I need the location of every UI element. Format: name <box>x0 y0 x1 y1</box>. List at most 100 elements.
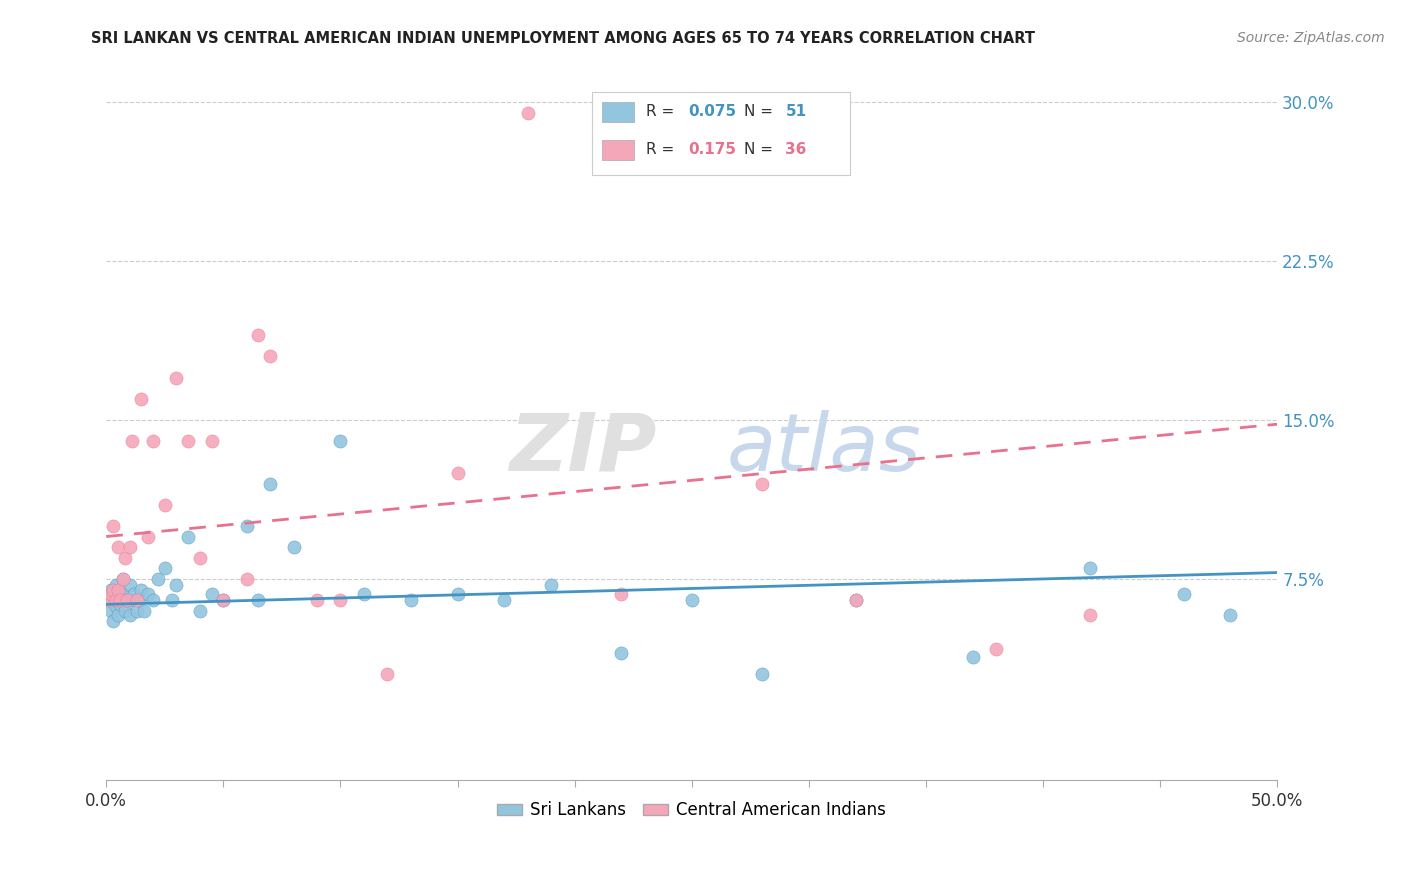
Point <box>138 587 160 601</box>
Point <box>540 578 562 592</box>
Point <box>1219 607 1241 622</box>
Point <box>375 667 398 681</box>
Point <box>166 578 188 592</box>
Point <box>104 599 127 614</box>
Point <box>494 593 516 607</box>
Point <box>1078 607 1101 622</box>
Point <box>107 582 129 597</box>
Point <box>107 540 129 554</box>
Text: 36: 36 <box>786 142 807 157</box>
Point <box>128 593 150 607</box>
Point <box>100 587 122 601</box>
Point <box>100 604 122 618</box>
Point <box>146 572 169 586</box>
Point <box>329 593 352 607</box>
Point <box>138 529 160 543</box>
Text: atlas: atlas <box>727 409 922 488</box>
Point <box>283 540 305 554</box>
Point <box>751 476 773 491</box>
Point <box>111 572 134 586</box>
Point <box>131 392 153 406</box>
Point <box>177 434 200 449</box>
Text: R =: R = <box>647 142 679 157</box>
Point <box>201 587 224 601</box>
Point <box>114 550 136 565</box>
Point <box>446 587 468 601</box>
Point <box>131 582 153 597</box>
Point <box>103 519 125 533</box>
Point <box>111 572 134 586</box>
Text: 0.075: 0.075 <box>689 104 737 119</box>
Text: N =: N = <box>744 142 779 157</box>
Point <box>97 593 120 607</box>
Point <box>212 593 235 607</box>
Text: Source: ZipAtlas.com: Source: ZipAtlas.com <box>1237 31 1385 45</box>
Point <box>153 561 176 575</box>
Point <box>117 593 139 607</box>
Point <box>103 615 125 629</box>
Point <box>103 582 125 597</box>
Point <box>201 434 224 449</box>
Point <box>166 370 188 384</box>
Point <box>610 646 633 660</box>
FancyBboxPatch shape <box>602 102 634 122</box>
Point <box>125 593 148 607</box>
Point <box>104 578 127 592</box>
Point <box>353 587 375 601</box>
Point <box>118 607 141 622</box>
Point <box>845 593 868 607</box>
Point <box>153 498 176 512</box>
Point <box>110 582 132 597</box>
Point <box>160 593 183 607</box>
Point <box>132 604 155 618</box>
Point <box>236 519 259 533</box>
Point <box>305 593 328 607</box>
Point <box>110 598 132 612</box>
Point <box>103 587 125 601</box>
Point <box>117 593 139 607</box>
Point <box>236 572 259 586</box>
Point <box>247 593 270 607</box>
Text: SRI LANKAN VS CENTRAL AMERICAN INDIAN UNEMPLOYMENT AMONG AGES 65 TO 74 YEARS COR: SRI LANKAN VS CENTRAL AMERICAN INDIAN UN… <box>91 31 1035 46</box>
FancyBboxPatch shape <box>602 140 634 161</box>
Point <box>118 540 141 554</box>
Point <box>259 350 281 364</box>
Text: 0.175: 0.175 <box>689 142 737 157</box>
Point <box>446 466 468 480</box>
Point <box>845 593 868 607</box>
Point <box>110 593 132 607</box>
Point <box>118 578 141 592</box>
Point <box>100 582 122 597</box>
Point <box>751 667 773 681</box>
Point <box>111 587 134 601</box>
Point <box>107 607 129 622</box>
Point <box>107 591 129 605</box>
Point <box>188 604 211 618</box>
Point <box>1078 561 1101 575</box>
Point <box>259 476 281 491</box>
Point <box>121 434 143 449</box>
Point <box>399 593 422 607</box>
Point <box>329 434 352 449</box>
Text: N =: N = <box>744 104 779 119</box>
Point <box>125 604 148 618</box>
Text: 51: 51 <box>786 104 807 119</box>
Text: ZIP: ZIP <box>509 409 657 488</box>
Legend: Sri Lankans, Central American Indians: Sri Lankans, Central American Indians <box>491 795 893 826</box>
Point <box>1173 587 1195 601</box>
Point <box>188 550 211 565</box>
Point <box>986 641 1008 656</box>
Point <box>962 650 984 665</box>
Point <box>610 587 633 601</box>
Point <box>212 593 235 607</box>
Point <box>247 328 270 343</box>
Point <box>516 105 538 120</box>
Point <box>681 593 703 607</box>
Point <box>124 587 146 601</box>
Point <box>104 593 127 607</box>
Point <box>97 593 120 607</box>
FancyBboxPatch shape <box>592 92 849 175</box>
Point <box>142 434 165 449</box>
Point <box>121 593 143 607</box>
Point <box>114 604 136 618</box>
